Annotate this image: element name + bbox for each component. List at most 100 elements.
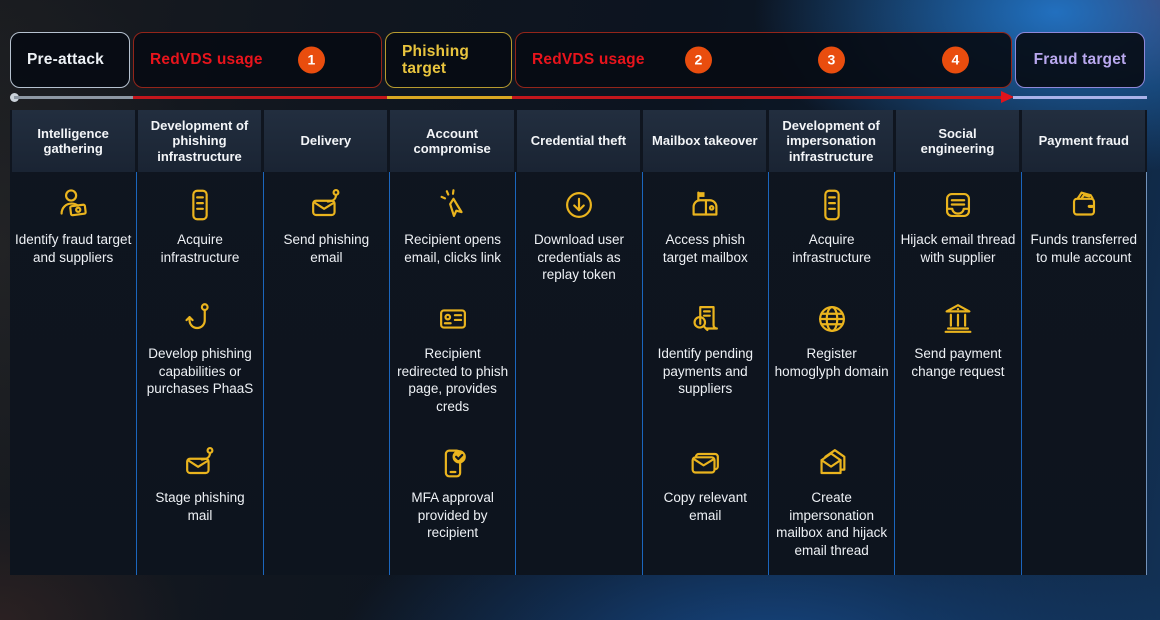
step-label: Identify pending payments and suppliers — [657, 346, 753, 397]
timeline-segment — [133, 96, 387, 99]
step-item: Develop phishing capabilities or purchas… — [142, 294, 257, 398]
column-header: Account compromise — [390, 110, 514, 172]
step-item: Register homoglyph domain — [774, 294, 889, 380]
pill-label: Pre-attack — [27, 51, 104, 69]
column-body: Recipient opens email, clicks link Recipi… — [388, 172, 515, 575]
column-header: Delivery — [264, 110, 388, 172]
step-item: Copy relevant email — [648, 438, 763, 524]
phase-badge: 3 — [818, 46, 845, 74]
email-thread-icon — [900, 180, 1015, 224]
server-icon — [142, 180, 257, 224]
mailbox-icon — [648, 180, 763, 224]
download-circle-icon — [521, 180, 636, 224]
step-label: Access phish target mailbox — [662, 232, 748, 265]
timeline-arrowhead — [1001, 91, 1014, 103]
step-item: Identify pending payments and suppliers — [648, 294, 763, 398]
step-label: Send phishing email — [283, 232, 370, 265]
pill-pre-attack: Pre-attack — [10, 32, 130, 88]
pill-phishing-target: Phishing target — [385, 32, 512, 88]
column-body: Hijack email thread with supplier Send pa… — [894, 172, 1020, 575]
step-item: Identify fraud target and suppliers — [15, 180, 131, 266]
column-body: Identify fraud target and suppliers — [10, 172, 136, 575]
cursor-click-icon — [395, 180, 510, 224]
step-item: MFA approval provided by recipient — [395, 438, 510, 542]
column-1: Intelligence gathering Identify fraud tar… — [10, 110, 136, 575]
bank-icon — [900, 294, 1015, 338]
step-label: Acquire infrastructure — [160, 232, 240, 265]
column-9: Payment fraud Funds transferred to mule a… — [1020, 110, 1147, 575]
phase-badge: 4 — [942, 46, 969, 74]
step-label: Send payment change request — [911, 346, 1005, 379]
column-body: Acquire infrastructure Register homoglyph… — [767, 172, 894, 575]
step-label: Stage phishing mail — [155, 490, 245, 523]
column-header: Credential theft — [516, 110, 641, 172]
column-header: Mailbox takeover — [643, 110, 767, 172]
timeline-segment — [14, 96, 133, 99]
step-item: Hijack email thread with supplier — [900, 180, 1015, 266]
column-body: Acquire infrastructure Develop phishing c… — [136, 172, 262, 575]
column-header: Development of phishing infrastructure — [137, 110, 262, 172]
step-label: MFA approval provided by recipient — [411, 490, 494, 541]
kill-chain-table: Intelligence gathering Identify fraud tar… — [10, 110, 1147, 575]
pill-label: RedVDS usage — [532, 51, 645, 69]
step-label: Hijack email thread with supplier — [900, 232, 1016, 265]
column-7: Development of impersonation infrastruct… — [767, 110, 894, 575]
step-item: Create impersonation mailbox and hijack … — [774, 438, 889, 559]
wallet-icon — [1027, 180, 1141, 224]
document-search-icon — [648, 294, 763, 338]
step-label: Recipient redirected to phish page, prov… — [397, 346, 509, 414]
column-header: Development of impersonation infrastruct… — [769, 110, 893, 172]
fish-hook-icon — [142, 294, 257, 338]
timeline-segment — [387, 96, 512, 99]
globe-icon — [774, 294, 889, 338]
column-body: Funds transferred to mule account — [1020, 172, 1147, 575]
envelope-hook-icon — [269, 180, 384, 224]
attack-timeline — [10, 91, 1147, 103]
envelope-hook-icon — [142, 438, 257, 482]
pill-label: Phishing target — [402, 42, 470, 77]
pill-redvds-2: RedVDS usage 2 3 4 — [515, 32, 1012, 88]
column-body: Access phish target mailbox Identify pend… — [641, 172, 768, 575]
column-2: Development of phishing infrastructure Ac… — [136, 110, 262, 575]
step-label: Copy relevant email — [663, 490, 747, 523]
step-item: Access phish target mailbox — [648, 180, 763, 266]
step-item: Recipient opens email, clicks link — [395, 180, 510, 266]
column-header: Intelligence gathering — [11, 110, 135, 172]
column-8: Social engineering Hijack email thread wi… — [894, 110, 1020, 575]
step-item: Funds transferred to mule account — [1027, 180, 1141, 266]
phase-badge: 2 — [685, 46, 712, 74]
step-item: Recipient redirected to phish page, prov… — [395, 294, 510, 415]
column-3: Delivery Send phishing email — [262, 110, 389, 575]
column-6: Mailbox takeover Access phish target mail… — [641, 110, 768, 575]
column-5: Credential theft Download user credential… — [515, 110, 641, 575]
column-body: Download user credentials as replay toke… — [515, 172, 641, 575]
step-item: Send phishing email — [269, 180, 384, 266]
envelope-copy-icon — [648, 438, 763, 482]
step-label: Acquire infrastructure — [792, 232, 872, 265]
timeline-segment — [1013, 96, 1147, 99]
phase-badge: 1 — [298, 46, 325, 74]
step-label: Identify fraud target and suppliers — [15, 232, 132, 265]
column-body: Send phishing email — [262, 172, 389, 575]
column-header: Payment fraud — [1022, 110, 1146, 172]
step-label: Funds transferred to mule account — [1030, 232, 1138, 265]
pill-fraud-target: Fraud target — [1015, 32, 1145, 88]
timeline-segment — [512, 96, 1001, 99]
envelope-open-copy-icon — [774, 438, 889, 482]
step-item: Acquire infrastructure — [142, 180, 257, 266]
step-item: Send payment change request — [900, 294, 1015, 380]
column-header: Social engineering — [895, 110, 1020, 172]
step-label: Create impersonation mailbox and hijack … — [776, 490, 888, 558]
step-item: Acquire infrastructure — [774, 180, 889, 266]
column-4: Account compromise Recipient opens email,… — [388, 110, 515, 575]
step-item: Download user credentials as replay toke… — [521, 180, 636, 284]
id-card-icon — [395, 294, 510, 338]
attack-phase-pills: Pre-attack RedVDS usage 1 Phishing target Re… — [10, 32, 1145, 88]
step-label: Register homoglyph domain — [774, 346, 889, 379]
step-label: Download user credentials as replay toke… — [533, 232, 624, 283]
phone-check-icon — [395, 438, 510, 482]
step-label: Develop phishing capabilities or purchas… — [146, 346, 254, 397]
pill-redvds-1: RedVDS usage 1 — [133, 32, 382, 88]
step-item: Stage phishing mail — [142, 438, 257, 524]
